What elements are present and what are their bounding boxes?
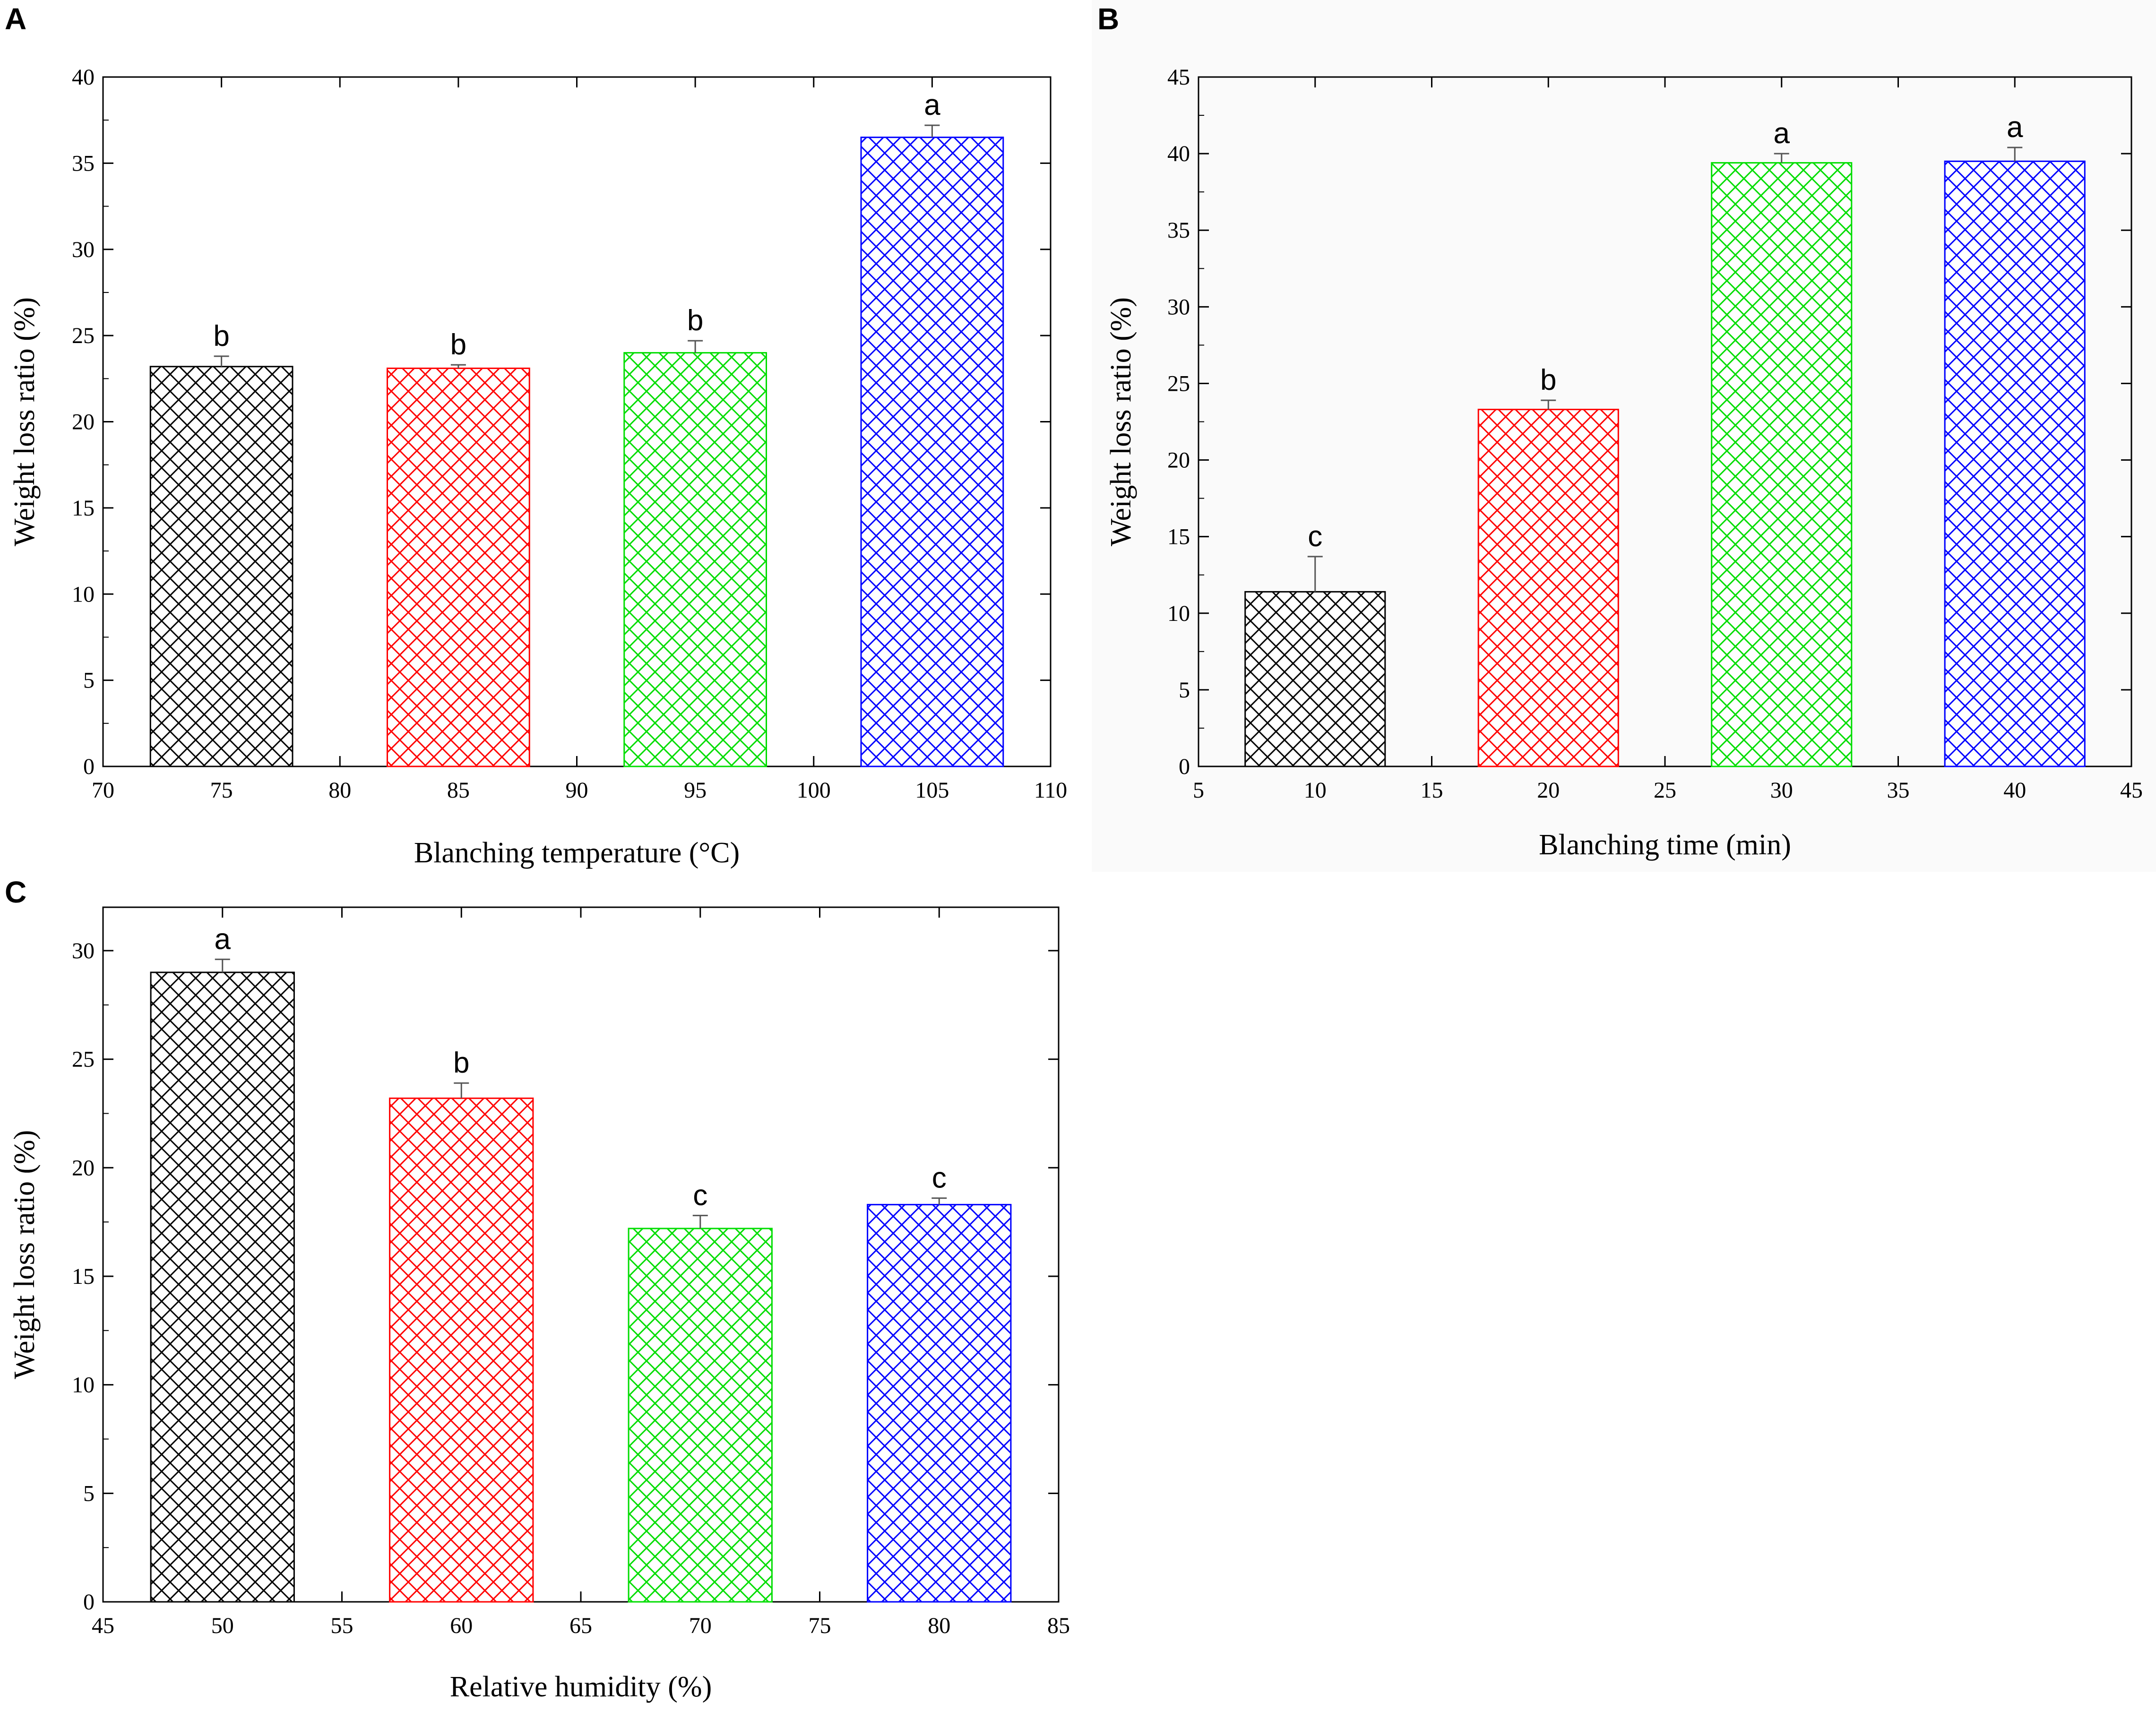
bar-a-3	[623, 352, 767, 767]
significance-label: b	[453, 1047, 469, 1079]
x-axis-title: Blanching temperature (°C)	[414, 837, 740, 869]
x-tick-label: 40	[2003, 778, 2026, 803]
bar-a-2	[387, 367, 530, 767]
x-tick-label: 25	[1654, 778, 1676, 803]
significance-label: b	[213, 320, 229, 353]
x-tick-label: 85	[1047, 1613, 1070, 1638]
x-tick-label: 60	[450, 1613, 473, 1638]
x-axis-title: Blanching time (min)	[1539, 829, 1791, 861]
panel-letter-b: B	[1097, 2, 1119, 36]
x-tick-label: 90	[566, 778, 588, 803]
x-tick-label: 95	[684, 778, 707, 803]
x-tick-label: 45	[92, 1613, 114, 1638]
y-tick-label: 25	[72, 323, 95, 348]
x-axis-title: Relative humidity (%)	[450, 1671, 712, 1703]
bar-c-3	[628, 1228, 773, 1603]
bar-c-4	[867, 1204, 1012, 1603]
y-tick-label: 30	[72, 237, 95, 262]
y-axis-title: Weight loss ratio (%)	[9, 297, 41, 546]
panel-c: C 0 5 10 15 20 25 30 45 50 55 60 65 70 75 80 85 a b c c Relat…	[5, 875, 1070, 1703]
x-tick-label: 20	[1537, 778, 1560, 803]
y-tick-label: 30	[1167, 294, 1190, 319]
y-tick-label: 35	[72, 151, 95, 176]
y-tick-label: 5	[83, 668, 95, 693]
bar-c-1	[150, 972, 295, 1603]
y-tick-label: 40	[1167, 141, 1190, 166]
y-tick-label: 20	[1167, 448, 1190, 473]
y-axis-title: Weight loss ratio (%)	[1105, 297, 1137, 546]
y-tick-label: 15	[72, 496, 95, 521]
x-tick-label: 70	[92, 778, 114, 803]
y-tick-label: 10	[72, 582, 95, 607]
x-tick-label: 110	[1034, 778, 1067, 803]
y-tick-label: 20	[72, 410, 95, 435]
x-tick-label: 80	[928, 1613, 950, 1638]
x-tick-label: 75	[809, 1613, 831, 1638]
x-tick-label: 85	[447, 778, 470, 803]
x-tick-label: 35	[1887, 778, 1910, 803]
bar-b-3	[1711, 162, 1853, 767]
x-tick-label: 75	[210, 778, 233, 803]
significance-label: c	[932, 1162, 947, 1195]
significance-label: a	[924, 89, 940, 121]
significance-label: b	[1540, 364, 1556, 396]
bar-a-4	[860, 137, 1004, 767]
x-tick-label: 10	[1304, 778, 1327, 803]
y-tick-label: 35	[1167, 218, 1190, 243]
y-tick-label: 25	[1167, 371, 1190, 396]
x-tick-label: 105	[915, 778, 949, 803]
bar-b-2	[1477, 409, 1619, 767]
y-tick-label: 5	[83, 1481, 95, 1506]
x-tick-label: 50	[211, 1613, 234, 1638]
y-tick-label: 45	[1167, 65, 1190, 90]
y-tick-label: 25	[72, 1047, 95, 1072]
x-tick-label: 45	[2120, 778, 2143, 803]
significance-label: a	[1774, 117, 1790, 150]
bar-a-1	[149, 366, 293, 767]
bar-b-1	[1244, 591, 1386, 767]
significance-label: b	[687, 304, 703, 337]
y-tick-label: 15	[1167, 524, 1190, 550]
significance-label: a	[215, 923, 231, 955]
bar-b-4	[1944, 160, 2086, 767]
significance-label: b	[450, 328, 466, 361]
panel-letter-c: C	[5, 875, 26, 909]
panel-a: A 0 5 10 15 20 25 30 35 40 70 75 80 85 90 95 100 105 110 b b…	[5, 2, 1067, 869]
x-tick-label: 30	[1770, 778, 1793, 803]
x-tick-label: 55	[331, 1613, 354, 1638]
y-tick-label: 0	[83, 1590, 95, 1615]
x-tick-label: 100	[797, 778, 831, 803]
y-axis-title: Weight loss ratio (%)	[9, 1130, 41, 1379]
y-tick-label: 10	[72, 1373, 95, 1398]
y-tick-label: 20	[72, 1155, 95, 1180]
x-tick-label: 80	[328, 778, 351, 803]
x-tick-label: 70	[689, 1613, 712, 1638]
significance-label: c	[693, 1179, 707, 1212]
significance-label: c	[1308, 520, 1322, 553]
y-tick-label: 5	[1179, 678, 1190, 703]
x-tick-label: 65	[569, 1613, 592, 1638]
y-tick-label: 10	[1167, 601, 1190, 626]
y-tick-label: 40	[72, 65, 95, 90]
y-tick-label: 15	[72, 1264, 95, 1289]
y-tick-label: 0	[83, 754, 95, 779]
y-tick-label: 0	[1179, 754, 1190, 779]
y-tick-label: 30	[72, 938, 95, 963]
x-tick-label: 15	[1421, 778, 1443, 803]
bar-c-2	[389, 1097, 534, 1603]
x-tick-label: 5	[1193, 778, 1204, 803]
significance-label: a	[2007, 111, 2023, 144]
panel-letter-a: A	[5, 2, 26, 36]
